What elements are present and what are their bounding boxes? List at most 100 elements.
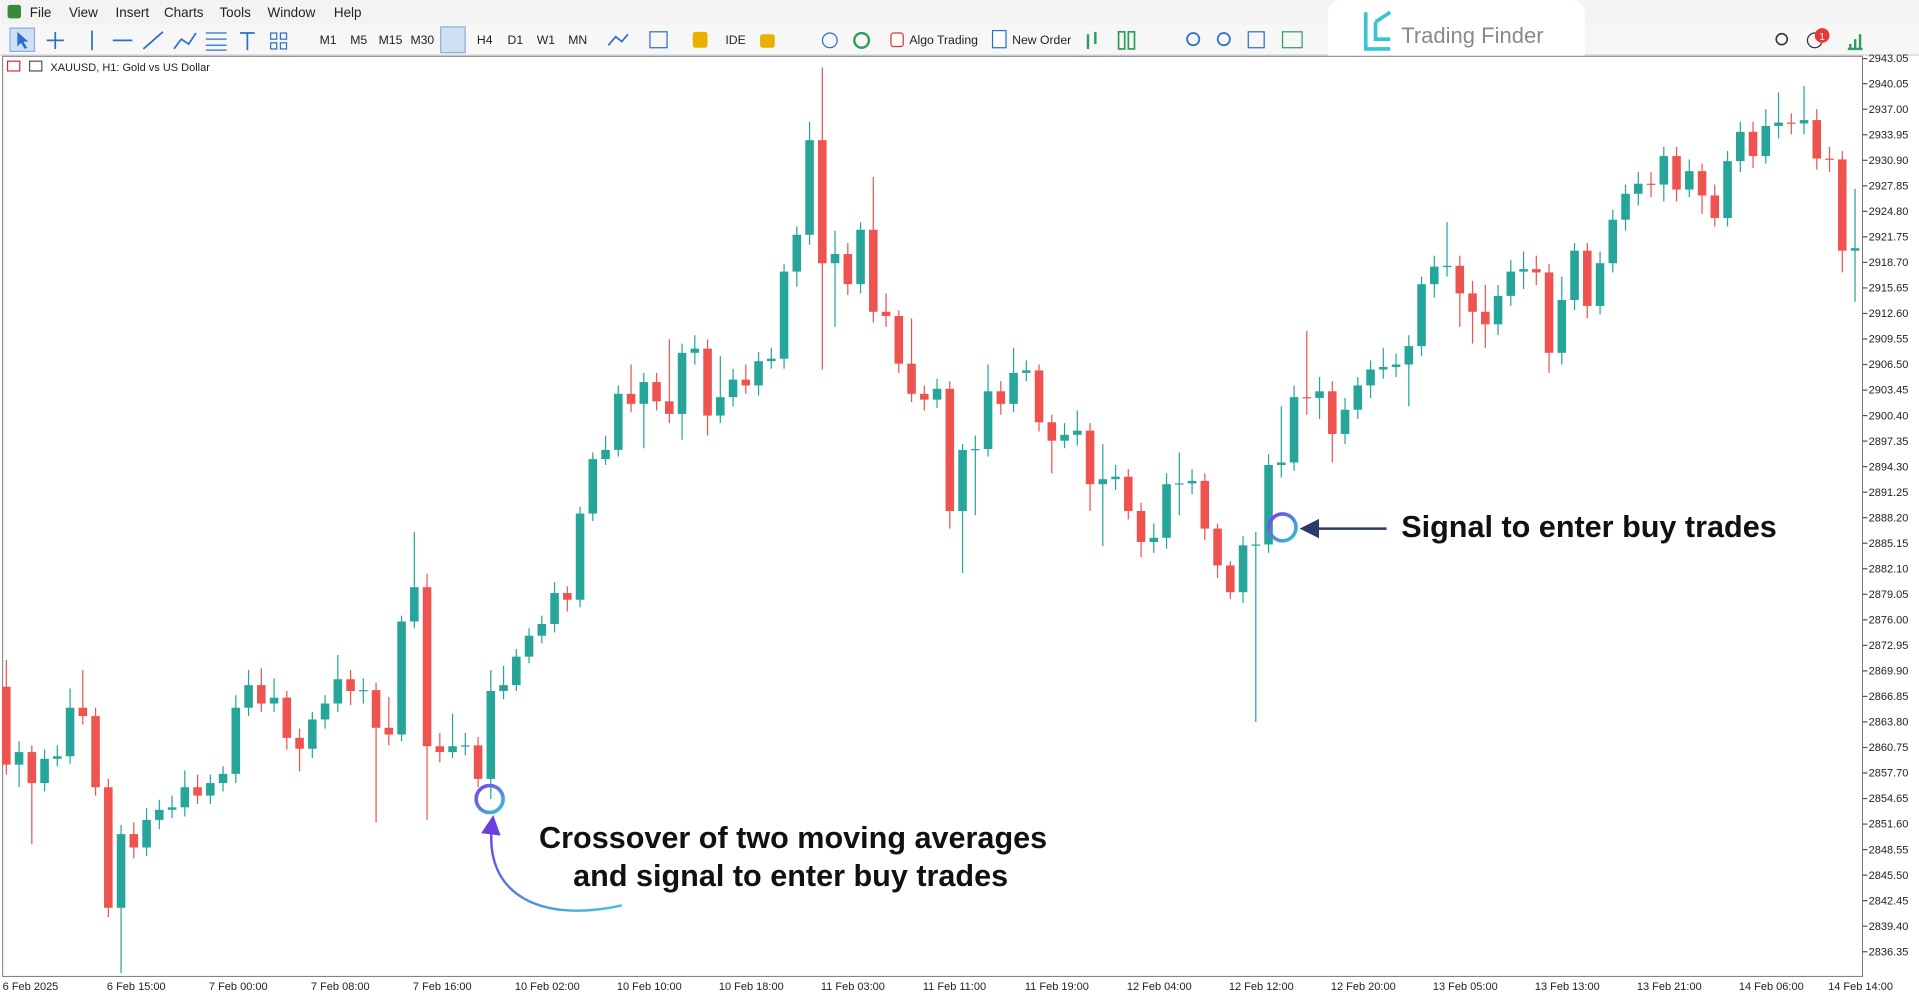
timeframe-button[interactable]: M30 (410, 33, 434, 47)
candle-body (14, 752, 24, 765)
candle-body (257, 685, 266, 704)
chart-icon (6, 60, 21, 72)
algo-icon[interactable] (890, 32, 904, 48)
candle-body (1187, 480, 1197, 484)
candle-body (550, 593, 559, 625)
zoom-in-icon[interactable] (1186, 32, 1201, 47)
candle-body (869, 229, 878, 312)
x-tick-label: 6 Feb 15:00 (107, 981, 166, 993)
candle-body (269, 697, 279, 704)
menu-item[interactable]: Tools (219, 5, 251, 20)
candle-body (53, 756, 62, 759)
candle-body (499, 685, 508, 691)
candle-body (346, 679, 355, 691)
y-tick-label: 2839.40 (1869, 921, 1909, 933)
menu-item[interactable]: Help (334, 5, 362, 20)
candle-body (27, 752, 37, 784)
watermark-text: Trading Finder (1401, 23, 1543, 48)
x-tick-label: 12 Feb 12:00 (1229, 981, 1294, 993)
candle-body (779, 271, 789, 359)
candle-body (461, 745, 470, 747)
new-order-button[interactable]: New Order (1012, 33, 1071, 47)
candle-body (180, 787, 190, 808)
candle-body (1570, 250, 1579, 301)
timeframe-button[interactable]: M15 (379, 33, 403, 47)
y-tick-label: 2876.00 (1869, 614, 1909, 626)
x-tick-label: 11 Feb 19:00 (1025, 981, 1089, 993)
tile-icon[interactable] (1247, 31, 1265, 49)
candle-body (1022, 370, 1031, 373)
candles-icon[interactable] (1117, 30, 1126, 50)
candle-body (91, 716, 100, 788)
y-tick-label: 2937.00 (1869, 104, 1909, 116)
signals-icon[interactable] (692, 31, 708, 48)
candle-body (767, 358, 776, 362)
candle-body (1124, 476, 1133, 512)
market-icon[interactable] (760, 34, 775, 48)
y-tick-label: 2866.85 (1869, 691, 1909, 703)
indicator-icon[interactable] (607, 33, 629, 46)
candle-body (1034, 370, 1044, 423)
candle-body (1251, 544, 1261, 546)
trendline-icon[interactable] (142, 31, 164, 50)
x-tick-label: 7 Feb 08:00 (311, 981, 370, 993)
polyline-icon[interactable] (173, 32, 197, 50)
timeframe-button[interactable]: M5 (350, 33, 367, 47)
search-icon[interactable] (1775, 32, 1789, 46)
timeframe-button[interactable]: D1 (508, 33, 524, 47)
x-tick-label: 14 Feb 14:00 (1828, 981, 1893, 993)
menu-item[interactable]: Charts (164, 5, 204, 20)
candle-body (728, 379, 738, 398)
plot-area (2, 55, 1863, 977)
cursor-icon (17, 31, 29, 49)
timeframe-button[interactable]: H4 (477, 33, 493, 47)
order-icon[interactable] (991, 29, 1007, 49)
bars-icon[interactable] (1086, 31, 1097, 49)
menu-item[interactable]: File (30, 5, 52, 20)
algo-trading-button[interactable]: Algo Trading (909, 33, 978, 47)
shapes-icon[interactable] (270, 32, 278, 40)
candle-body (563, 593, 572, 600)
candle-body (448, 746, 457, 753)
timeframe-button[interactable]: W1 (537, 33, 556, 47)
text-icon[interactable] (240, 32, 255, 51)
menu-bar (0, 0, 1919, 25)
candle-body (384, 727, 394, 735)
y-tick-label: 2906.50 (1869, 359, 1909, 371)
community-icon[interactable] (853, 31, 871, 49)
candle-body (512, 656, 521, 686)
y-tick-label: 2930.90 (1869, 155, 1909, 167)
ide-button[interactable]: IDE (725, 33, 745, 47)
zoom-out-icon[interactable] (1216, 32, 1231, 47)
shapes-icon (279, 42, 288, 50)
candle-body (639, 382, 649, 404)
badge (1814, 28, 1830, 43)
channel-icon[interactable] (205, 32, 227, 51)
candle-body (1506, 271, 1516, 296)
candle-body (1226, 565, 1235, 593)
candle-body (741, 379, 751, 386)
candle-body (1175, 483, 1184, 485)
scroll-icon[interactable] (1281, 31, 1303, 49)
candle-body (932, 388, 942, 400)
y-tick-label: 2940.05 (1869, 78, 1909, 90)
menu-item[interactable]: View (69, 5, 98, 20)
x-tick-label: 10 Feb 10:00 (617, 981, 682, 993)
timeframe-button[interactable]: MN (568, 33, 587, 47)
vps-icon[interactable] (821, 32, 838, 49)
timeframe-button[interactable]: M1 (320, 33, 337, 47)
candle-body (1838, 159, 1847, 251)
template-icon[interactable] (649, 31, 668, 49)
candle-body (843, 254, 853, 285)
x-tick-label: 13 Feb 21:00 (1637, 981, 1702, 993)
menu-item[interactable]: Insert (116, 5, 150, 20)
y-tick-label: 2897.35 (1869, 436, 1909, 448)
crosshair-icon[interactable] (46, 31, 64, 49)
candle-body (1736, 131, 1745, 162)
menu-item[interactable]: Window (268, 5, 316, 20)
x-tick-label: 12 Feb 20:00 (1331, 981, 1396, 993)
watermark-box (1327, 0, 1585, 68)
candle-body (1710, 195, 1720, 219)
shapes-icon (279, 32, 288, 40)
candle-body (65, 707, 75, 757)
